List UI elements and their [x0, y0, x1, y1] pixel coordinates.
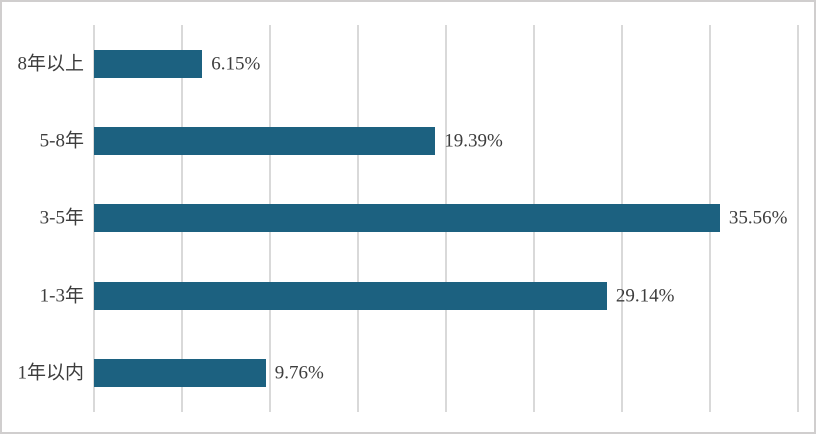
plot-area: 8年以上 6.15% 5-8年 19.39% 3-5年 35.56% 1-3年 29.14% 1… [17, 25, 799, 412]
value-label: 19.39% [444, 130, 503, 152]
category-label: 3-5年 [39, 207, 84, 229]
value-label: 29.14% [615, 285, 675, 307]
bar-row: 1年以内 9.76% [17, 335, 798, 412]
category-label: 1年以内 [17, 362, 84, 384]
bar [94, 204, 720, 233]
bar [94, 127, 436, 156]
category-label: 5-8年 [39, 130, 84, 152]
bar [94, 281, 607, 310]
bar-row: 5-8年 19.39% [40, 102, 798, 179]
category-label: 8年以上 [17, 53, 84, 75]
value-label: 35.56% [728, 207, 788, 229]
bar [94, 359, 266, 388]
bar-row: 1-3年 29.14% [40, 257, 798, 334]
category-label: 1-3年 [39, 285, 84, 307]
value-label: 6.15% [211, 53, 261, 75]
gridline [797, 25, 799, 412]
bar [94, 49, 203, 78]
value-label: 9.76% [274, 362, 324, 384]
bar-row: 8年以上 6.15% [17, 25, 798, 102]
bar-row: 3-5年 35.56% [40, 180, 798, 257]
